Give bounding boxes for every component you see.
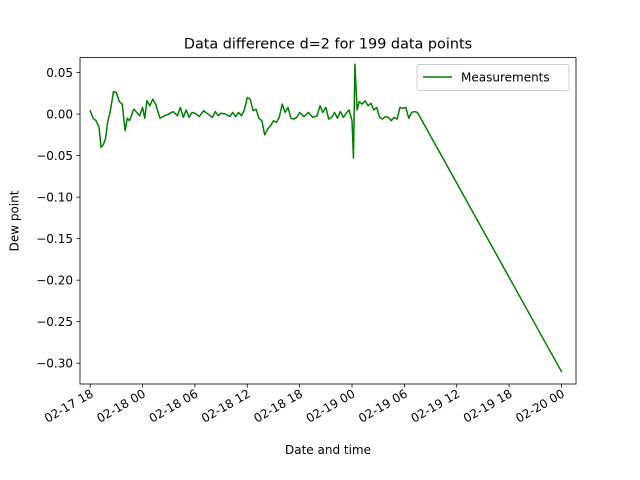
legend: Measurements [416,64,570,91]
chart-title: Data difference d=2 for 199 data points [184,37,472,53]
series-layer [89,63,563,373]
plot-area [80,57,576,384]
y-tick-label: 0.05 [46,66,73,80]
legend-label: Measurements [461,71,550,85]
y-axis-label: Dew point [8,190,22,251]
y-tick-label: −0.05 [36,149,73,163]
x-axis-label: Date and time [285,443,371,457]
y-axis: 0.05 0.00 −0.05 −0.10 −0.15 −0.20 −0.25 −0.30 [36,66,80,371]
legend-frame [416,64,570,91]
y-tick-label: −0.30 [36,357,73,371]
y-tick-label: −0.15 [36,232,73,246]
y-tick-label: −0.10 [36,190,73,204]
plot-frame [79,57,577,385]
series-line-0 [89,63,563,373]
y-tick-label: 0.00 [46,107,73,121]
y-tick-label: −0.25 [36,315,73,329]
y-tick-label: −0.20 [36,273,73,287]
